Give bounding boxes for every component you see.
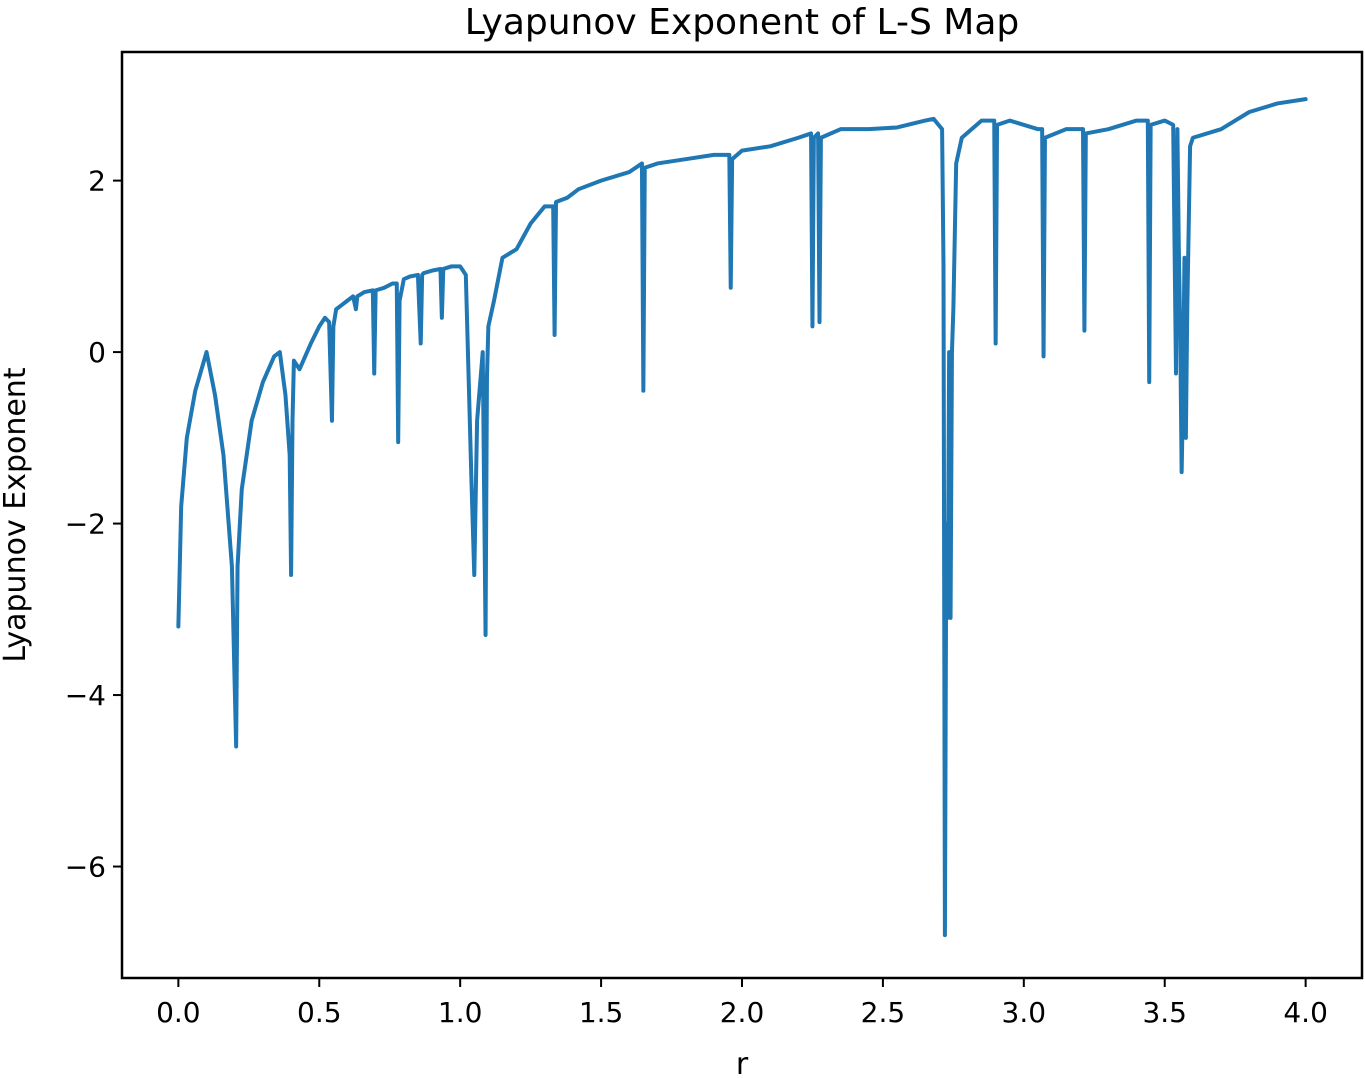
y-tick-label: −2 bbox=[65, 508, 106, 541]
x-tick-label: 4.0 bbox=[1283, 996, 1328, 1029]
series-line bbox=[176, 97, 1308, 938]
y-tick-label: −4 bbox=[65, 679, 106, 712]
plot-area bbox=[120, 50, 1364, 980]
x-tick-label: 2.5 bbox=[861, 996, 906, 1029]
x-tick-label: 1.5 bbox=[579, 996, 624, 1029]
x-tick-label: 0.5 bbox=[297, 996, 342, 1029]
x-tick-label: 2.0 bbox=[720, 996, 765, 1029]
x-axis-label: r bbox=[736, 1047, 749, 1078]
y-tick-label: 0 bbox=[88, 336, 106, 369]
x-tick-label: 3.5 bbox=[1142, 996, 1187, 1029]
x-tick-label: 3.0 bbox=[1002, 996, 1047, 1029]
y-tick-label: 2 bbox=[88, 165, 106, 198]
y-tick-label: −6 bbox=[65, 851, 106, 884]
x-axis: 0.0 0.5 1.0 1.5 2.0 2.5 3.0 3.5 4.0 bbox=[156, 978, 1328, 1029]
y-axis-label: Lyapunov Exponent bbox=[0, 367, 33, 662]
x-tick-label: 0.0 bbox=[156, 996, 201, 1029]
chart-title: Lyapunov Exponent of L-S Map bbox=[465, 2, 1019, 43]
y-axis: −6 −4 −2 0 2 bbox=[65, 165, 122, 884]
x-tick-label: 1.0 bbox=[438, 996, 483, 1029]
